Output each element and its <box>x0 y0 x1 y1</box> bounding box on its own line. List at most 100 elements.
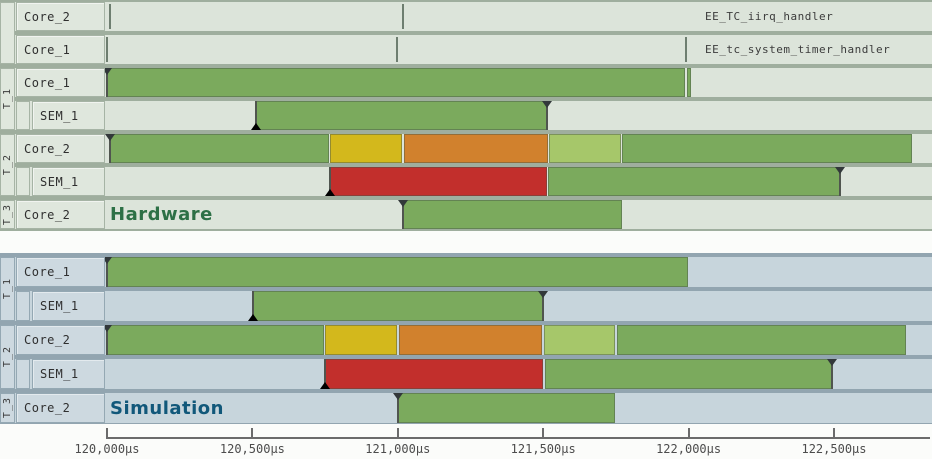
event-tick[interactable] <box>402 4 405 29</box>
group-cell[interactable]: T_3 <box>0 393 15 423</box>
row-label-cell[interactable]: SEM_1 <box>32 101 105 130</box>
row-label: Core_2 <box>24 207 71 222</box>
row-label-cell[interactable]: SEM_1 <box>32 167 105 196</box>
task-bar[interactable] <box>398 325 543 355</box>
row-label-cell[interactable]: Core_2 <box>16 2 105 31</box>
panel-title: Simulation <box>110 397 224 419</box>
group-label: T_2 <box>2 154 13 176</box>
timeline-row[interactable]: SEM_1 <box>0 101 932 130</box>
time-axis: 120,000µs 120,500µs 121,000µs 121,500µs 122,… <box>0 425 932 459</box>
axis-tick-label: 120,500µs <box>219 442 285 456</box>
group-cell[interactable]: T_2 <box>0 325 15 389</box>
event-marker-down-icon <box>541 101 552 108</box>
group-label: T_3 <box>2 397 13 419</box>
task-bar[interactable] <box>622 134 912 163</box>
row-label: Core_2 <box>24 141 71 156</box>
row-label-cell[interactable]: Core_1 <box>16 68 105 97</box>
event-tick[interactable] <box>108 4 111 29</box>
event-tick[interactable] <box>106 37 108 62</box>
row-label: Core_2 <box>24 9 71 24</box>
handler-annotation: EE_tc_system_timer_handler <box>705 43 891 56</box>
group-label: T_3 <box>2 203 13 226</box>
timeline-row[interactable]: Core_2 <box>0 200 932 229</box>
row-label: SEM_1 <box>40 299 79 313</box>
row-label: SEM_1 <box>40 367 79 381</box>
row-label-cell[interactable]: Core_2 <box>16 134 105 163</box>
event-marker-down-icon <box>398 200 409 207</box>
row-label-cell[interactable]: Core_1 <box>16 257 105 287</box>
event-marker-line <box>106 325 108 355</box>
event-marker-down-icon <box>102 257 112 264</box>
task-bar[interactable] <box>617 325 907 355</box>
event-marker-line <box>541 291 544 321</box>
task-bar[interactable] <box>544 325 616 355</box>
timeline-row[interactable]: EE_TC_iirq_handler Core_2 <box>0 2 932 31</box>
task-bar[interactable] <box>255 101 547 130</box>
group-label: T_1 <box>2 88 13 110</box>
task-bar[interactable] <box>549 134 622 163</box>
event-tick[interactable] <box>684 37 687 62</box>
task-bar[interactable] <box>107 68 686 97</box>
hardware-panel: Hardware EE_TC_iirq_handler Core_2 EE_tc_s… <box>0 0 932 231</box>
timeline-row[interactable]: Core_2 <box>0 393 932 423</box>
event-marker-up-icon <box>250 123 261 130</box>
group-cell[interactable] <box>0 2 15 64</box>
event-tick[interactable] <box>395 37 398 62</box>
axis-line <box>107 437 930 439</box>
event-marker-line <box>106 257 108 287</box>
row-label-cell[interactable]: Core_2 <box>16 325 105 355</box>
timeline-row[interactable]: Core_2 <box>0 325 932 355</box>
timeline-row[interactable]: Core_1 <box>0 257 932 287</box>
timeline-row[interactable]: Core_2 <box>0 134 932 163</box>
task-bar[interactable] <box>107 325 324 355</box>
timeline-row[interactable]: Core_1 <box>0 68 932 97</box>
timeline-row[interactable]: SEM_1 <box>0 291 932 321</box>
task-bar[interactable] <box>686 68 691 97</box>
task-bar[interactable] <box>252 291 543 321</box>
task-bar[interactable] <box>548 167 841 196</box>
indent-stub-cell <box>16 101 30 130</box>
indent-stub-cell <box>16 291 30 321</box>
row-label: Core_1 <box>24 75 71 90</box>
task-bar[interactable] <box>325 359 543 389</box>
event-marker-line <box>106 68 108 97</box>
task-bar[interactable] <box>544 359 832 389</box>
row-label-cell[interactable]: SEM_1 <box>32 291 105 321</box>
timeline-row[interactable]: SEM_1 <box>0 359 932 389</box>
event-marker-down-icon <box>393 393 404 400</box>
row-label-cell[interactable]: SEM_1 <box>32 359 105 389</box>
timeline-row[interactable]: EE_tc_system_timer_handler Core_1 <box>0 35 932 64</box>
task-bar[interactable] <box>403 200 622 229</box>
task-bar[interactable] <box>330 134 402 163</box>
group-cell[interactable]: T_2 <box>0 134 15 196</box>
task-bar[interactable] <box>325 325 397 355</box>
timeline-row[interactable]: SEM_1 <box>0 167 932 196</box>
event-marker-down-icon <box>826 359 837 366</box>
axis-tick-label: 121,000µs <box>365 442 431 456</box>
group-label: T_1 <box>2 278 13 300</box>
group-cell[interactable]: T_1 <box>0 68 15 130</box>
row-label-cell[interactable]: Core_2 <box>16 200 105 229</box>
simulation-panel: Simulation Core_1 SEM_1 Core_2 SEM_1 Core_2 T… <box>0 253 932 424</box>
panel-title: Hardware <box>110 204 213 225</box>
row-label: Core_2 <box>24 333 71 347</box>
row-label-cell[interactable]: Core_2 <box>16 393 105 423</box>
event-marker-line <box>108 134 111 163</box>
task-bar[interactable] <box>107 257 689 287</box>
indent-stub-cell <box>16 167 30 196</box>
axis-tick-label: 122,000µs <box>656 442 722 456</box>
group-cell[interactable]: T_3 <box>0 200 15 229</box>
event-marker-line <box>251 291 254 321</box>
event-marker-line <box>324 359 327 389</box>
row-label-cell[interactable]: Core_1 <box>16 35 105 64</box>
task-bar[interactable] <box>109 134 329 163</box>
event-marker-line <box>839 167 842 196</box>
event-marker-line <box>254 101 257 130</box>
event-marker-line <box>545 101 548 130</box>
axis-tick <box>251 428 254 439</box>
task-bar[interactable] <box>330 167 547 196</box>
task-bar[interactable] <box>398 393 615 423</box>
task-bar[interactable] <box>403 134 549 163</box>
group-cell[interactable]: T_1 <box>0 257 15 321</box>
